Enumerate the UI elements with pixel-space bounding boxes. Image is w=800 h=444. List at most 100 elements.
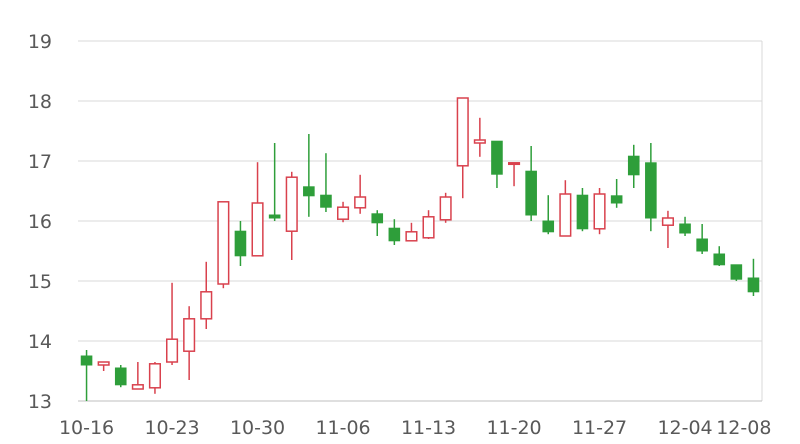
x-tick-label: 12-04: [657, 417, 712, 439]
y-tick-label: 19: [28, 31, 52, 53]
candle-11-17: [491, 140, 503, 188]
x-tick-label: 11-27: [572, 417, 627, 439]
grid-lines: [78, 40, 762, 402]
candle-10-20: [148, 362, 162, 394]
candle-body-up: [217, 201, 230, 285]
candle-body-up: [165, 338, 179, 363]
candle-body-up: [473, 139, 486, 144]
candle-11-16: [473, 117, 486, 157]
candle-body-up: [559, 193, 572, 237]
candle-body-down: [388, 227, 401, 242]
candle-body-down: [645, 162, 657, 219]
x-tick-label: 12-08: [716, 417, 771, 439]
candle-10-19: [131, 362, 144, 390]
x-axis-tick-labels: 10-16 10-23 10-30 11-06 11-13 11-20 11-27 12-04…: [59, 417, 772, 439]
candle-10-24: [183, 306, 196, 380]
candle-12-07: [730, 264, 743, 281]
candle-body-up: [456, 97, 469, 167]
y-tick-label: 17: [28, 151, 52, 173]
candle-11-22: [542, 195, 555, 235]
candle-10-23: [165, 282, 179, 365]
candle-body-up: [97, 361, 110, 366]
candle-body-up: [251, 202, 264, 257]
candle-body-down: [627, 155, 640, 176]
candle-12-05: [696, 224, 708, 254]
candles: [80, 97, 760, 401]
candle-body-up: [661, 217, 675, 226]
candle-10-31: [268, 143, 281, 221]
y-tick-label: 14: [28, 331, 52, 353]
candle-11-07: [354, 174, 367, 214]
candle-body-up: [593, 193, 606, 230]
candle-body-up: [354, 196, 367, 209]
candle-body-up: [285, 176, 298, 232]
candle-12-08: [747, 258, 760, 296]
candle-12-04: [679, 216, 691, 236]
y-tick-label: 13: [28, 391, 52, 413]
candle-body-down: [371, 213, 384, 224]
candle-body-down: [713, 253, 726, 266]
candle-10-30: [251, 162, 264, 257]
y-tick-label: 16: [28, 211, 52, 233]
candle-11-20: [507, 162, 521, 187]
candle-body-up: [148, 363, 162, 389]
candle-body-down: [679, 223, 691, 234]
x-tick-label: 10-16: [59, 417, 114, 439]
candle-body-up: [336, 206, 350, 220]
candle-body-up: [131, 384, 144, 390]
candle-11-30: [645, 143, 657, 232]
candle-body-down: [268, 214, 281, 219]
x-tick-label: 10-23: [144, 417, 199, 439]
candle-11-01: [285, 171, 298, 260]
candle-body-down: [696, 238, 708, 252]
candle-11-09: [388, 219, 401, 245]
candle-body-down: [730, 264, 743, 280]
candle-body-up: [405, 231, 418, 242]
candle-12-06: [713, 246, 726, 266]
candle-11-27: [593, 188, 606, 235]
candle-11-06: [336, 201, 350, 223]
axes: [78, 41, 763, 402]
candle-body-up: [200, 291, 213, 320]
candle-body-down: [610, 195, 623, 204]
candle-11-03: [320, 153, 332, 212]
candle-body-down: [747, 277, 760, 293]
candle-11-02: [303, 134, 315, 217]
candle-body-up: [507, 162, 521, 166]
candle-body-down: [320, 194, 332, 208]
candle-11-23: [559, 180, 572, 237]
candle-body-up: [183, 318, 196, 352]
candle-body-down: [114, 367, 127, 386]
candle-body-down: [491, 140, 503, 175]
y-tick-label: 15: [28, 271, 52, 293]
candle-body-down: [234, 230, 247, 257]
candle-body-down: [542, 220, 555, 233]
candle-10-25: [200, 261, 213, 329]
candle-body-down: [303, 186, 315, 197]
candle-11-14: [439, 192, 452, 223]
candle-11-24: [576, 188, 589, 232]
candle-11-15: [456, 97, 469, 199]
candle-body-down: [576, 194, 589, 230]
candle-11-28: [610, 179, 623, 208]
x-tick-label: 11-20: [486, 417, 541, 439]
candle-11-10: [405, 222, 418, 242]
candle-11-21: [525, 146, 537, 221]
candle-11-13: [422, 210, 435, 239]
x-tick-label: 10-30: [230, 417, 285, 439]
candle-body-down: [525, 170, 537, 216]
candle-body-up: [422, 216, 435, 239]
y-tick-label: 18: [28, 91, 52, 113]
candle-10-16: [80, 350, 93, 401]
candle-10-18: [114, 365, 127, 388]
candle-11-08: [371, 210, 384, 236]
candle-body-down: [80, 355, 93, 366]
y-axis-tick-labels: 13 14 15 16 17 18 19: [28, 31, 52, 413]
candle-10-27: [234, 221, 247, 266]
candle-10-26: [217, 201, 230, 289]
candle-10-17: [97, 361, 110, 371]
candle-12-01: [661, 210, 675, 248]
candle-body-up: [439, 196, 452, 221]
